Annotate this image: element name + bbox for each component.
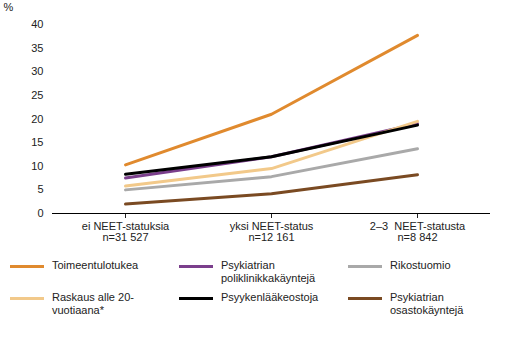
svg-text:5: 5 [37,183,43,195]
html-text:Toimeentulotukea: Toimeentulotukea [52,259,139,271]
svg-text:10: 10 [31,160,43,172]
html-text:Rikostuomio: Rikostuomio [390,259,451,271]
svg-text:20: 20 [31,113,43,125]
svg-text:ei NEET-statuksian=31 527: ei NEET-statuksian=31 527 [82,220,170,243]
svg-text:%: % [4,1,14,13]
svg-text:2–3 NEET-statustan=8 842: 2–3 NEET-statustan=8 842 [370,220,466,243]
html-text:Psykiatrian poliklinikkakäynte: Psykiatrian poliklinikkakäyntejä [221,259,316,284]
svg-text:15: 15 [31,136,43,148]
svg-text:0: 0 [37,207,43,219]
svg-text:yksi NEET-statusn=12 161: yksi NEET-statusn=12 161 [230,220,314,243]
svg-text:35: 35 [31,42,43,54]
svg-text:40: 40 [31,18,43,30]
html-text:Raskaus alle 20-vuotiaana*: Raskaus alle 20-vuotiaana* [52,291,134,316]
svg-text:25: 25 [31,89,43,101]
html-text:Psykiatrian osastokäyntejä: Psykiatrian osastokäyntejä [390,291,464,316]
svg-text:30: 30 [31,65,43,77]
html-text:Psyykenlääkeostoja: Psyykenlääkeostoja [221,291,319,303]
